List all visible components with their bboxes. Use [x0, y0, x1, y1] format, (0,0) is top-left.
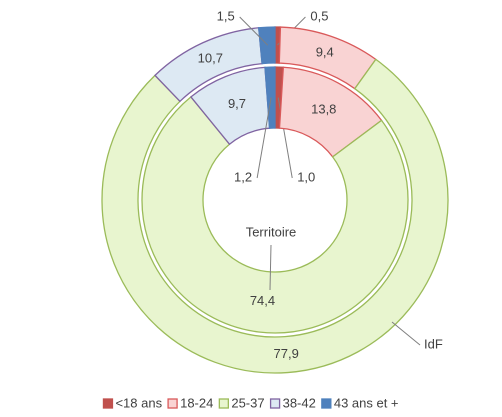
leader-line	[391, 321, 421, 346]
legend-swatch	[167, 398, 178, 409]
data-label: 1,5	[217, 8, 235, 23]
donut-segment	[101, 58, 449, 374]
legend-label: 18-24	[180, 395, 213, 410]
data-label: 77,9	[274, 346, 299, 361]
data-label: 1,0	[297, 169, 315, 184]
donut-segment	[264, 66, 276, 129]
legend-label: 43 ans et +	[334, 395, 399, 410]
data-label: 74,4	[250, 293, 275, 308]
donut-segment	[258, 26, 276, 65]
legend-label: 25-37	[231, 395, 264, 410]
data-label: 9,4	[316, 45, 334, 60]
legend: <18 ans 18-24 25-37 38-42 43 ans et +	[102, 395, 399, 410]
series-name: Territoire	[246, 224, 297, 239]
leader-line	[239, 16, 269, 46]
data-label: 10,7	[198, 51, 223, 66]
series-name: IdF	[424, 336, 443, 351]
data-label: 9,7	[228, 96, 246, 111]
leader-line	[269, 244, 272, 291]
data-label: 0,5	[310, 8, 328, 23]
legend-swatch	[269, 398, 281, 409]
legend-label: <18 ans	[115, 395, 162, 410]
donut-segment	[141, 96, 409, 334]
legend-swatch	[102, 398, 114, 409]
legend-label: 38-42	[283, 395, 316, 410]
data-label: 13,8	[311, 101, 336, 116]
leader-line	[256, 97, 272, 179]
data-label: 1,2	[234, 169, 252, 184]
legend-swatch	[321, 398, 332, 409]
legend-swatch	[218, 398, 229, 409]
